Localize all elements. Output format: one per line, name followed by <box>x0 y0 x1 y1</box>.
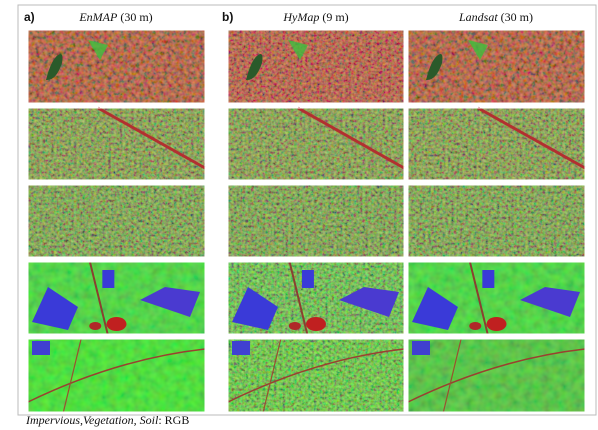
column-title: EnMAP (30 m) <box>78 10 152 24</box>
caption-suffix: : RGB <box>158 413 189 427</box>
soil-patch <box>107 317 127 331</box>
panel-label: b) <box>222 10 233 24</box>
image-grid <box>28 30 585 412</box>
resolution: (30 m) <box>120 10 152 24</box>
column-title: HyMap (9 m) <box>282 10 348 24</box>
resolution: (30 m) <box>501 10 533 24</box>
water-body <box>412 341 430 355</box>
image-texture <box>408 185 585 257</box>
soil-patch <box>306 317 326 331</box>
column-title: Landsat (30 m) <box>458 10 533 24</box>
image-texture <box>228 339 404 412</box>
panel-label: a) <box>24 10 35 24</box>
soil-patch <box>89 322 101 330</box>
sensor: HyMap <box>282 10 319 24</box>
sensor: EnMAP <box>78 10 118 24</box>
water-body <box>232 341 250 355</box>
soil-patch <box>469 322 481 330</box>
image-texture <box>28 339 205 412</box>
figure: a) EnMAP (30 m) b) HyMap (9 m) Landsat (… <box>0 0 598 430</box>
soil-patch <box>289 322 301 330</box>
sensor: Landsat <box>458 10 498 24</box>
caption: Impervious,Vegetation, Soil: RGB <box>25 413 189 427</box>
water-body <box>482 270 494 288</box>
caption-classes: Impervious,Vegetation, Soil <box>25 413 159 427</box>
water-body <box>32 341 50 355</box>
soil-patch <box>487 317 507 331</box>
image-texture <box>228 185 404 257</box>
water-body <box>102 270 114 288</box>
image-texture <box>28 185 205 257</box>
image-texture <box>408 339 585 412</box>
water-body <box>302 270 314 288</box>
resolution: (9 m) <box>322 10 348 24</box>
